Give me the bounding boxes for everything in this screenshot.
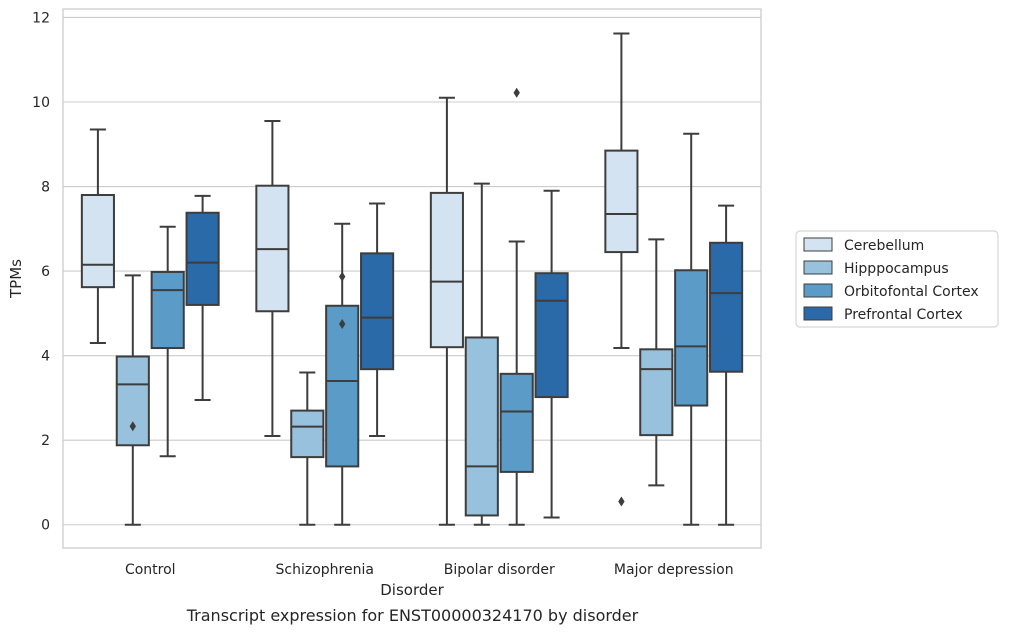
box-iqr (325, 304, 360, 468)
legend-swatch (803, 283, 833, 298)
box-iqr (709, 241, 744, 373)
box-iqr (464, 336, 499, 517)
box-0-1 (115, 274, 150, 526)
box-3-1 (639, 238, 674, 487)
box-2-1 (464, 182, 499, 526)
x-axis-title: Disorder (380, 581, 444, 599)
legend-swatch (803, 237, 833, 252)
x-tick-label: Schizophrenia (276, 562, 374, 578)
box-2-2 (499, 87, 534, 526)
box-1-0 (255, 120, 290, 437)
legend-box (795, 230, 999, 328)
legend-swatch (803, 306, 833, 321)
y-tick-label: 0 (41, 518, 50, 534)
y-tick-label: 4 (41, 349, 50, 365)
box-0-2 (150, 225, 185, 458)
box-iqr (185, 211, 220, 306)
box-3-2 (674, 132, 709, 526)
box-0-0 (80, 128, 115, 344)
box-iqr (80, 194, 115, 289)
y-tick-labels: 0 2 4 6 8 10 12 (32, 10, 50, 533)
box-iqr (604, 149, 639, 254)
box-iqr (429, 191, 464, 349)
box-2-0 (429, 96, 464, 526)
y-axis-title: TPMs (7, 259, 25, 299)
box-1-3 (360, 202, 395, 437)
box-iqr (115, 355, 150, 447)
legend: Cerebellum Hipppocampus Orbitofontal Corte… (795, 230, 999, 328)
box-iqr (360, 252, 395, 371)
box-3-3 (709, 204, 744, 526)
y-tick-label: 10 (32, 95, 50, 111)
legend-label: Orbitofontal Cortex (844, 284, 979, 300)
box-iqr (674, 269, 709, 407)
y-tick-label: 6 (41, 264, 50, 280)
legend-swatch (803, 260, 833, 275)
outlier-point (339, 318, 346, 329)
outlier-point (129, 421, 136, 432)
box-iqr (150, 270, 185, 350)
box-iqr (534, 272, 569, 399)
box-3-0 (604, 32, 639, 507)
outlier-point (618, 496, 625, 507)
outlier-point (513, 87, 520, 98)
x-tick-labels: Control Schizophrenia Bipolar disorder Majo… (125, 562, 734, 578)
x-tick-label: Bipolar disorder (444, 562, 555, 578)
box-groups (80, 32, 744, 526)
box-1-2 (325, 222, 360, 526)
box-iqr (499, 372, 534, 473)
box-1-1 (290, 371, 325, 526)
box-2-3 (534, 189, 569, 519)
y-tick-label: 2 (41, 433, 50, 449)
legend-label: Hipppocampus (844, 261, 949, 277)
x-tick-label: Major depression (614, 562, 734, 578)
plot-area-frame (62, 8, 762, 549)
legend-label: Cerebellum (844, 238, 924, 254)
legend-label: Prefrontal Cortex (844, 307, 963, 323)
y-tick-label: 12 (32, 10, 50, 26)
outlier-point (339, 271, 346, 282)
box-iqr (639, 348, 674, 437)
box-iqr (290, 409, 325, 459)
chart-caption: Transcript expression for ENST0000032417… (186, 606, 639, 625)
x-tick-label: Control (125, 562, 176, 578)
box-0-3 (185, 194, 220, 402)
y-tick-label: 8 (41, 180, 50, 196)
